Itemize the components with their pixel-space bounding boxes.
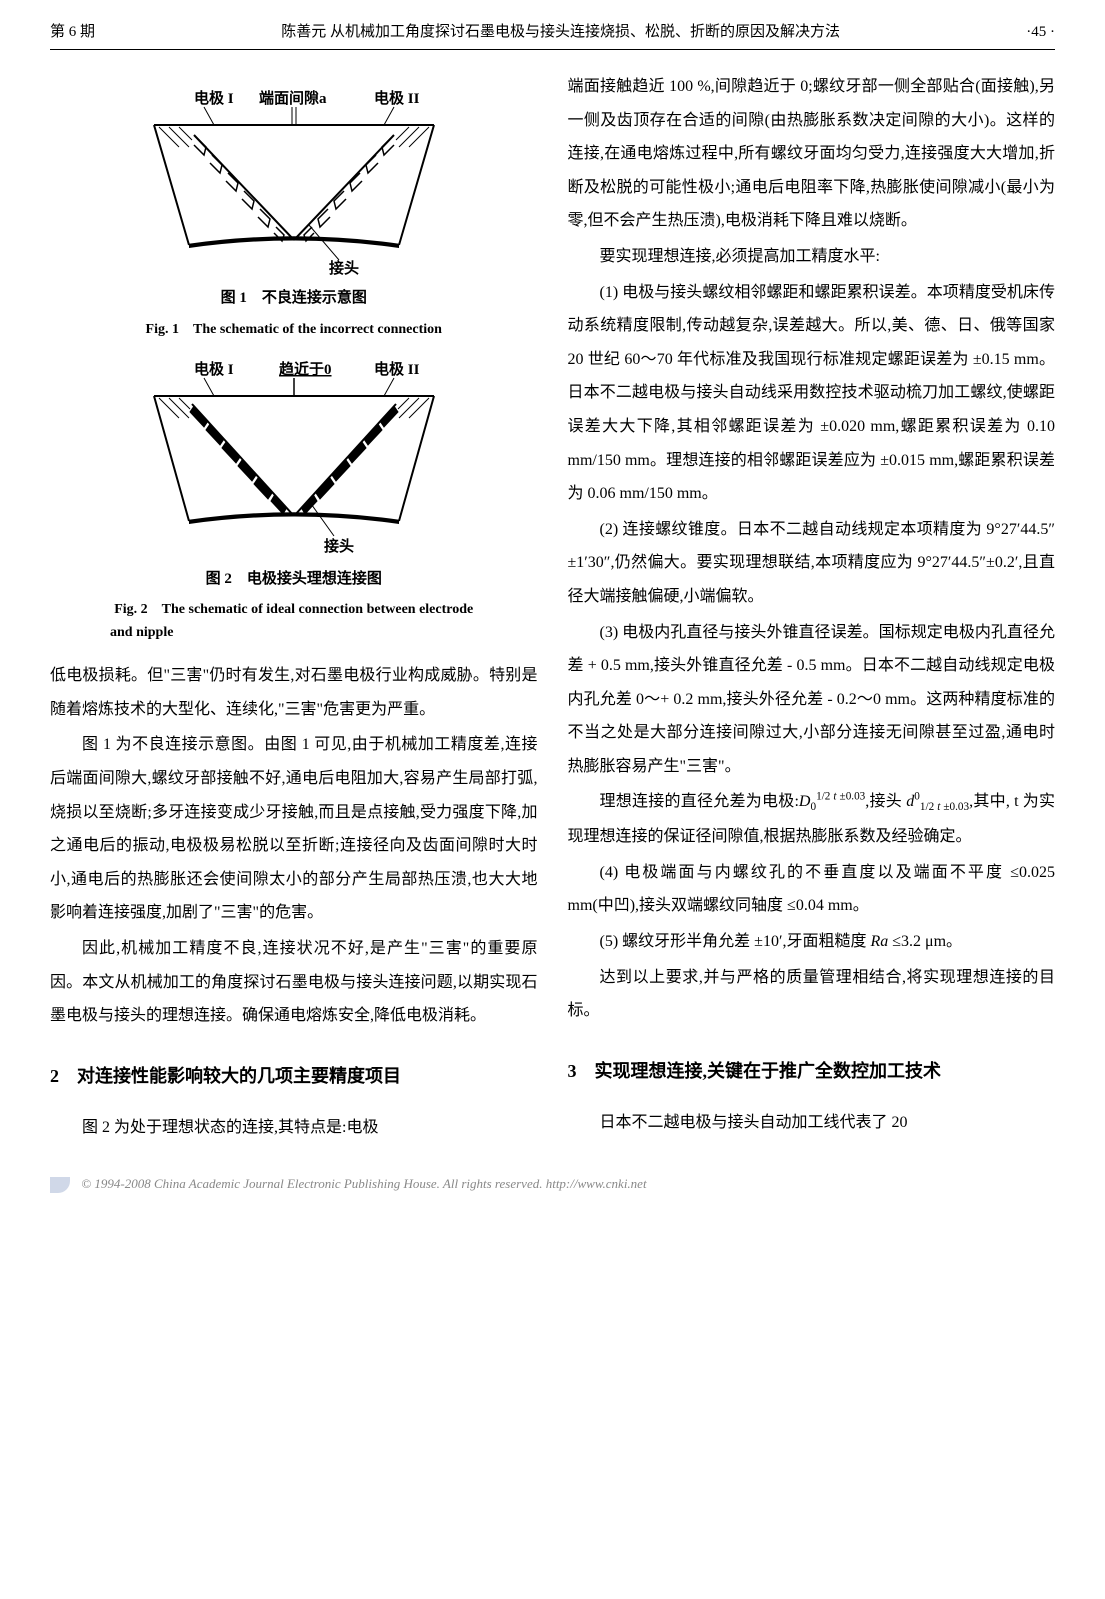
right-column: 端面接触趋近 100 %,间隙趋近于 0;螺纹牙部一侧全部贴合(面接触),另一侧…: [568, 70, 1056, 1146]
fig2-caption-en2: and nipple: [50, 622, 538, 644]
fig1-label-e1: 电极 I: [194, 89, 234, 107]
right-p3: (1) 电极与接头螺纹相邻螺距和螺距累积误差。本项精度受机床传动系统精度限制,传…: [568, 276, 1056, 511]
formula-D0: D: [799, 793, 811, 810]
fig2-label-nipple: 接头: [324, 537, 354, 555]
right-p2: 要实现理想连接,必须提高加工精度水平:: [568, 240, 1056, 274]
running-title: 陈善元 从机械加工角度探讨石墨电极与接头连接烧损、松脱、折断的原因及解决方法: [281, 20, 840, 41]
left-p4: 图 2 为处于理想状态的连接,其特点是:电极: [50, 1111, 538, 1145]
fig2-label-e2: 电极 II: [374, 360, 420, 378]
right-p7: (4) 电极端面与内螺纹孔的不垂直度以及端面不平度 ≤0.025 mm(中凹),…: [568, 856, 1056, 923]
left-p2: 图 1 为不良连接示意图。由图 1 可见,由于机械加工精度差,连接后端面间隙大,…: [50, 728, 538, 930]
ra-symbol: Ra: [870, 933, 888, 950]
footer-text: © 1994-2008 China Academic Journal Elect…: [81, 1176, 646, 1191]
right-p6: 理想连接的直径允差为电极:D01/2 t ±0.03,接头 d01/2 t ±0…: [568, 785, 1056, 853]
page-curl-icon: [50, 1177, 70, 1193]
right-p5: (3) 电极内孔直径与接头外锥直径误差。国标规定电极内孔直径允差 + 0.5 m…: [568, 616, 1056, 784]
page-header: 第 6 期 陈善元 从机械加工角度探讨石墨电极与接头连接烧损、松脱、折断的原因及…: [50, 20, 1055, 50]
right-p8b: ≤3.2 μm。: [892, 933, 962, 950]
fig1-caption-en: Fig. 1 The schematic of the incorrect co…: [50, 319, 538, 341]
right-p10: 日本不二越电极与接头自动加工线代表了 20: [568, 1106, 1056, 1140]
right-p4: (2) 连接螺纹锥度。日本不二越自动线规定本项精度为 9°27′44.5″±1′…: [568, 513, 1056, 614]
right-p9: 达到以上要求,并与严格的质量管理相结合,将实现理想连接的目标。: [568, 961, 1056, 1028]
section-2-title: 2 对连接性能影响较大的几项主要精度项目: [50, 1058, 538, 1096]
left-column: 电极 I 端面间隙a 电极 II: [50, 70, 538, 1146]
issue-number: 第 6 期: [50, 20, 95, 41]
right-p6a: 理想连接的直径允差为电极:: [600, 793, 799, 810]
figure-1: 电极 I 端面间隙a 电极 II: [50, 85, 538, 341]
right-p8: (5) 螺纹牙形半角允差 ±10′,牙面粗糙度 Ra ≤3.2 μm。: [568, 925, 1056, 959]
page-number: ·45 ·: [1026, 24, 1055, 41]
section-3-title: 3 实现理想连接,关键在于推广全数控加工技术: [568, 1053, 1056, 1091]
right-p6b: ,接头: [865, 793, 902, 810]
fig2-caption-cn: 图 2 电极接头理想连接图: [50, 564, 538, 596]
left-p3: 因此,机械加工精度不良,连接状况不好,是产生"三害"的重要原因。本文从机械加工的…: [50, 932, 538, 1033]
right-p1: 端面接触趋近 100 %,间隙趋近于 0;螺纹牙部一侧全部贴合(面接触),另一侧…: [568, 70, 1056, 238]
page-footer: © 1994-2008 China Academic Journal Elect…: [50, 1176, 1055, 1193]
left-p1: 低电极损耗。但"三害"仍时有发生,对石墨电极行业构成威胁。特别是随着熔炼技术的大…: [50, 659, 538, 726]
fig2-caption-en1: Fig. 2 The schematic of ideal connection…: [50, 599, 538, 621]
fig2-label-e1: 电极 I: [194, 360, 234, 378]
fig2-label-gap: 趋近于0: [279, 360, 332, 378]
fig1-caption-cn: 图 1 不良连接示意图: [50, 283, 538, 315]
right-p8a: (5) 螺纹牙形半角允差 ±10′,牙面粗糙度: [600, 933, 871, 950]
figure-2: 电极 I 趋近于0 电极 II: [50, 356, 538, 644]
figure-2-svg: 电极 I 趋近于0 电极 II: [134, 356, 454, 556]
figure-1-svg: 电极 I 端面间隙a 电极 II: [134, 85, 454, 275]
fig1-label-e2: 电极 II: [374, 89, 420, 107]
fig1-label-gap: 端面间隙a: [259, 89, 327, 107]
two-column-body: 电极 I 端面间隙a 电极 II: [50, 70, 1055, 1146]
fig1-label-nipple: 接头: [329, 259, 359, 275]
